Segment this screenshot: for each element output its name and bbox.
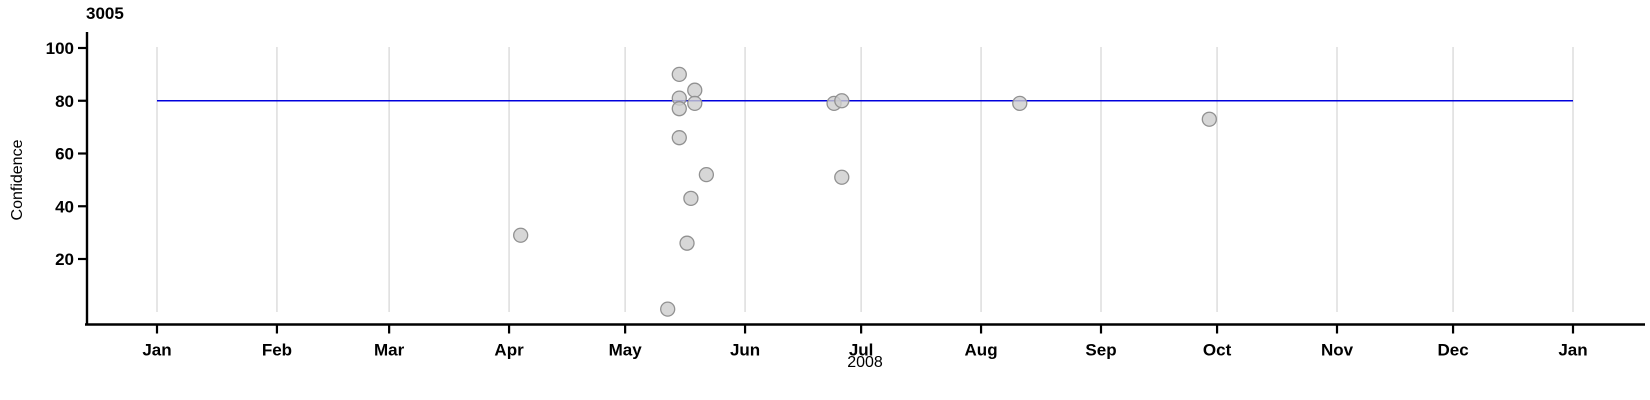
data-point — [679, 235, 695, 251]
x-tick-label: Mar — [374, 341, 405, 360]
y-tick-label: 20 — [55, 250, 74, 269]
data-point — [834, 93, 850, 109]
chart-title: 3005 — [86, 4, 124, 23]
x-tick-label: Jan — [142, 341, 171, 360]
data-point — [513, 227, 529, 243]
data-point — [687, 82, 703, 98]
data-point — [1012, 95, 1028, 112]
data-point — [671, 66, 687, 83]
x-tick-label: Oct — [1203, 341, 1232, 360]
x-tick-label: Jun — [730, 341, 760, 360]
y-tick-label: 100 — [46, 39, 74, 58]
x-tick-label: Aug — [965, 341, 998, 360]
y-tick-label: 40 — [55, 197, 74, 216]
x-tick-label: May — [609, 341, 643, 360]
x-tick-label: Jan — [1558, 341, 1587, 360]
x-axis-label: 2008 — [847, 354, 883, 371]
data-point — [834, 169, 850, 185]
data-point — [671, 130, 687, 146]
data-point — [687, 95, 703, 112]
x-tick-label: Nov — [1321, 341, 1354, 360]
x-tick-label: Feb — [262, 341, 292, 360]
y-tick-label: 60 — [55, 145, 74, 164]
data-point — [698, 166, 715, 183]
data-point — [671, 101, 687, 117]
data-point — [683, 190, 699, 206]
x-tick-label: Jul — [849, 341, 874, 360]
data-point — [660, 301, 676, 317]
x-tick-label: Dec — [1437, 341, 1468, 360]
x-tick-label: Sep — [1085, 341, 1116, 360]
y-axis-label: Confidence — [9, 139, 26, 221]
y-tick-label: 80 — [55, 92, 74, 111]
data-point — [1201, 111, 1217, 127]
x-tick-label: Apr — [494, 341, 524, 360]
